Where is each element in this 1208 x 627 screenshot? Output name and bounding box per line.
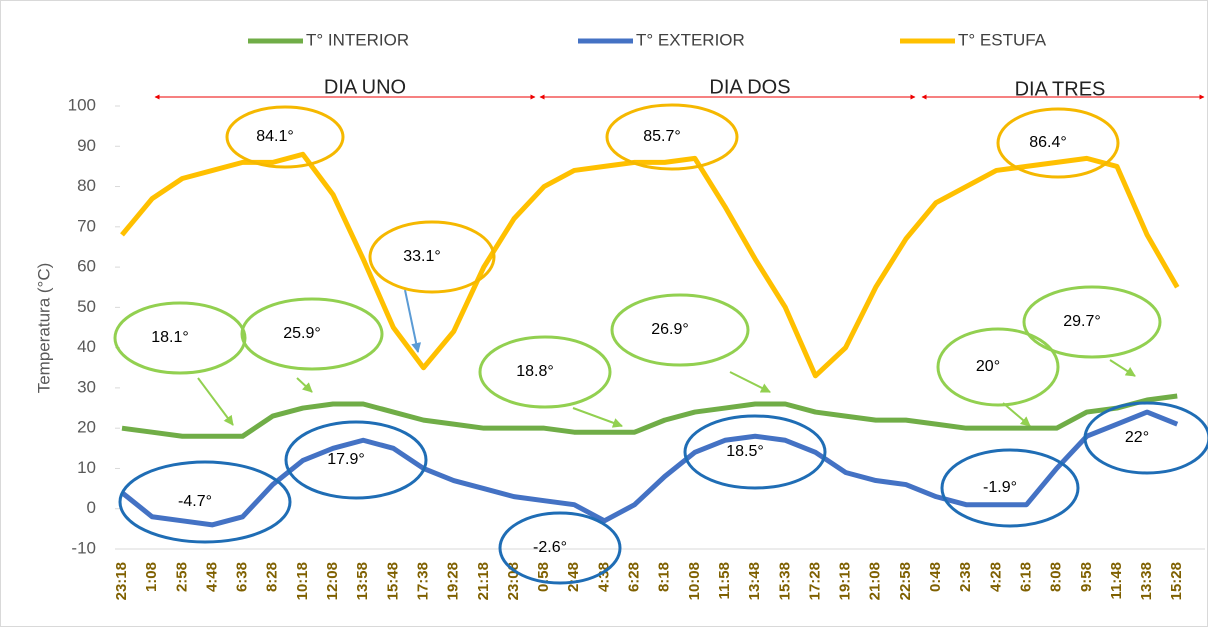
callout-ellipse <box>118 460 292 544</box>
x-tick-label: 6:18 <box>1017 562 1034 592</box>
callout-label: 22° <box>1125 429 1149 446</box>
x-tick-label: 15:38 <box>776 562 793 600</box>
callout-arrows <box>197 289 1136 428</box>
legend-label: T° EXTERIOR <box>636 30 745 49</box>
callout-label: 26.9° <box>651 321 689 338</box>
x-tick-label: 13:48 <box>746 562 763 600</box>
x-tick-label: 19:28 <box>445 562 462 600</box>
period-label: DIA TRES <box>1015 78 1106 100</box>
x-tick-label: 2:38 <box>957 562 974 592</box>
callout-ellipse <box>610 293 750 367</box>
x-tick-label: 0:48 <box>927 562 944 592</box>
x-tick-label: 9:58 <box>1078 562 1095 592</box>
x-tick-label: 10:08 <box>686 562 703 600</box>
y-tick-label: 90 <box>77 136 96 155</box>
y-tick-label: 60 <box>77 257 96 276</box>
x-tick-label: 11:58 <box>716 562 733 600</box>
callout-label: 29.7° <box>1063 313 1101 330</box>
x-tick-label: 8:28 <box>264 562 281 592</box>
x-tick-label: 6:38 <box>234 562 251 592</box>
period-label: DIA UNO <box>324 76 406 98</box>
x-tick-label: 2:48 <box>565 562 582 592</box>
callout-label: 33.1° <box>403 248 441 265</box>
x-tick-label: 21:08 <box>867 562 884 600</box>
callout-ellipse <box>240 297 384 371</box>
series-line <box>120 409 1179 528</box>
callout-label: 86.4° <box>1029 134 1067 151</box>
x-tick-label: 10:18 <box>294 562 311 600</box>
y-tick-label: 20 <box>77 418 96 437</box>
y-tick-label: 80 <box>77 176 96 195</box>
callout-label: 20° <box>976 358 1000 375</box>
x-tick-label: 15:48 <box>384 562 401 600</box>
y-tick-label: 0 <box>87 498 96 517</box>
x-tick-label: 17:28 <box>806 562 823 600</box>
callout-label: 18.5° <box>726 443 764 460</box>
callout-ellipse <box>225 105 345 169</box>
callout-label: 85.7° <box>643 128 681 145</box>
y-axis-label: Temperatura (°C) <box>34 263 53 394</box>
callout-label: 17.9° <box>327 451 365 468</box>
x-tick-label: 12:08 <box>324 562 341 600</box>
x-tick-label: 11:48 <box>1108 562 1125 600</box>
y-tick-label: 40 <box>77 337 96 356</box>
callout-ellipse <box>996 107 1120 179</box>
series-line <box>121 393 1178 439</box>
callout-ellipse <box>284 420 428 500</box>
callout-ellipse <box>1022 285 1162 359</box>
y-tick-label: 10 <box>77 458 96 477</box>
x-tick-label: 22:58 <box>897 562 914 600</box>
callout-ellipse <box>936 327 1060 407</box>
x-tick-label: 23:08 <box>505 562 522 600</box>
callout-label: 25.9° <box>283 325 321 342</box>
callout-ellipse <box>113 301 247 375</box>
callout-ellipse <box>368 220 496 294</box>
callout-ellipse <box>1083 401 1208 475</box>
x-tick-label: 4:28 <box>987 562 1004 592</box>
callout-label: -2.6° <box>533 539 567 556</box>
x-tick-label: 0:58 <box>535 562 552 592</box>
y-tick-label: -10 <box>71 538 96 557</box>
x-tick-label: 23:18 <box>113 562 130 600</box>
y-tick-label: 30 <box>77 377 96 396</box>
callout-label: 18.8° <box>516 363 554 380</box>
callout-label: -1.9° <box>983 479 1017 496</box>
x-tick-label: 15:28 <box>1168 562 1185 600</box>
callout-label: 84.1° <box>256 128 294 145</box>
series-line <box>120 151 1180 379</box>
x-tick-label: 13:58 <box>354 562 371 600</box>
legend-label: T° ESTUFA <box>958 30 1047 49</box>
x-tick-label: 8:08 <box>1048 562 1065 592</box>
callout-label: 18.1° <box>151 329 189 346</box>
y-tick-label: 70 <box>77 216 96 235</box>
x-tick-label: 2:58 <box>173 562 190 592</box>
x-tick-label: 8:18 <box>656 562 673 592</box>
x-tick-label: 17:38 <box>414 562 431 600</box>
x-tick-label: 21:18 <box>475 562 492 600</box>
callout-ellipse <box>683 414 827 490</box>
legend-label: T° INTERIOR <box>306 30 409 49</box>
y-tick-label: 50 <box>77 297 96 316</box>
x-tick-label: 4:48 <box>203 562 220 592</box>
y-tick-label: 100 <box>68 95 96 114</box>
x-tick-label: 19:18 <box>837 562 854 600</box>
x-tick-label: 13:38 <box>1138 562 1155 600</box>
callout-ellipse <box>605 103 739 171</box>
callout-label: -4.7° <box>178 493 212 510</box>
callout-ellipse <box>940 448 1080 528</box>
period-label: DIA DOS <box>709 76 790 98</box>
callout-ellipse <box>478 335 612 409</box>
x-tick-label: 6:28 <box>626 562 643 592</box>
callout-ellipse <box>498 511 622 585</box>
x-tick-label: 1:08 <box>143 562 160 592</box>
